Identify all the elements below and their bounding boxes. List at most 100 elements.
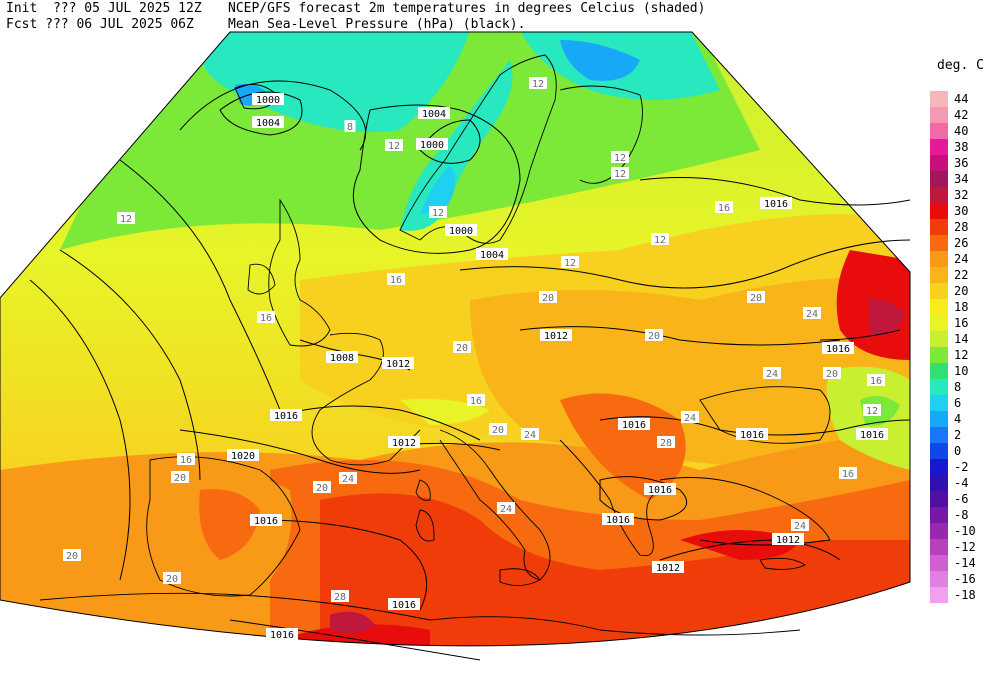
isobar-label: 1008 [330,353,354,364]
finland-coast [559,85,643,184]
turkey-coast [659,477,831,546]
turkey-hot [680,530,800,560]
legend-swatch [930,411,948,427]
legend-label: 22 [954,268,969,282]
legend-label: 28 [954,220,969,234]
temperature-contour-label: 20 [456,343,468,354]
product-subtitle: Mean Sea-Level Pressure (hPa) (black). [228,17,526,32]
temperature-contour-label: 12 [866,406,878,417]
temperature-contour-label-bg [313,481,331,493]
legend-label: -18 [954,588,976,602]
legend-swatch [930,331,948,347]
temperature-contour-label: 20 [492,425,504,436]
isobar-west-1 [29,279,131,581]
isobar-label: 1000 [256,95,280,106]
legend-item: 0 [930,443,990,459]
temperature-contour-label: 16 [718,203,730,214]
legend-item: 28 [930,219,990,235]
temperature-contour-label-bg [171,471,189,483]
isobar-label-bg [270,409,302,421]
isobar-label-bg [250,514,282,526]
legend-swatch [930,427,948,443]
sicily-coast [499,568,541,586]
shaded-field [0,32,910,646]
temperature-contour-label: 12 [564,258,576,269]
legend-swatch [930,539,948,555]
legend-label: 14 [954,332,969,346]
isobar-label: 1020 [231,451,255,462]
britain-coast [268,198,331,347]
isobar-label-bg [772,533,804,545]
isobar-label-bg [540,329,572,341]
isobar-label: 1004 [256,118,280,129]
temperature-contour-label: 16 [260,313,272,324]
legend-swatch [930,187,948,203]
legend-swatch [930,203,948,219]
isobar-1016-greece [599,476,688,521]
temperature-contour-label: 12 [614,153,626,164]
temperature-contour-label-bg [651,233,669,245]
temperature-contour-label-bg [429,206,447,218]
legend-item: 6 [930,395,990,411]
temperature-contour-label: 24 [524,430,536,441]
legend-swatch [930,395,948,411]
temperature-contour-label: 24 [794,521,806,532]
algeria-hotspot [330,611,375,634]
legend-swatch [930,123,948,139]
temperature-contour-label: 20 [826,369,838,380]
legend-swatch [930,363,948,379]
legend-title: deg. C [937,58,984,73]
legend-item: 14 [930,331,990,347]
legend-label: -2 [954,460,969,474]
legend-swatch [930,507,948,523]
temperature-contour-label-bg [387,273,405,285]
legend-label: 2 [954,428,962,442]
legend-swatch [930,571,948,587]
legend-item: 26 [930,235,990,251]
temperature-contour-label: 20 [174,473,186,484]
temperature-contour-label-bg [539,291,557,303]
legend-item: 34 [930,171,990,187]
iberia-coast [146,456,301,597]
isobar-label: 1016 [254,516,278,527]
temperature-contour-label: 24 [500,504,512,515]
temperature-contour-label-bg [331,590,349,602]
forecast-time: Fcst ??? 06 JUL 2025 06Z [6,17,194,32]
legend-label: -8 [954,508,969,522]
legend-label: 30 [954,204,969,218]
temperature-contour-label: 12 [532,79,544,90]
isobar-label: 1016 [622,420,646,431]
legend-item: 44 [930,91,990,107]
legend-label: 20 [954,284,969,298]
isobar-1004-scandinavia [352,104,521,254]
cyprus-coast [759,557,806,570]
isobar-label-bg [227,449,259,461]
legend-swatch [930,587,948,603]
legend-swatch [930,107,948,123]
coastlines [39,54,831,636]
scandinavia-coast [399,54,557,244]
isobar-label-bg [252,93,284,105]
temperature-contour-label: 24 [766,369,778,380]
temperature-contour-label-bg [657,436,675,448]
sardinia-coast [415,509,435,542]
legend-swatch [930,475,948,491]
legend-item: -8 [930,507,990,523]
black-sea-coast [699,386,831,444]
temperature-contour-label-bg [344,120,356,132]
temperature-contour-label: 28 [334,592,346,603]
isobar-label-bg [388,598,420,610]
temperature-contour-label-bg [489,423,507,435]
temperature-contour-label-bg [823,367,841,379]
legend-swatch [930,235,948,251]
legend-swatch [930,299,948,315]
temperature-contour-label-bg [747,291,765,303]
norway-cold [420,165,456,215]
legend-item: -14 [930,555,990,571]
legend-item: 32 [930,187,990,203]
legend-label: 8 [954,380,962,394]
ireland-coast [247,263,276,295]
isobar-1020 [179,429,421,474]
temperature-contour-label: 12 [120,214,132,225]
